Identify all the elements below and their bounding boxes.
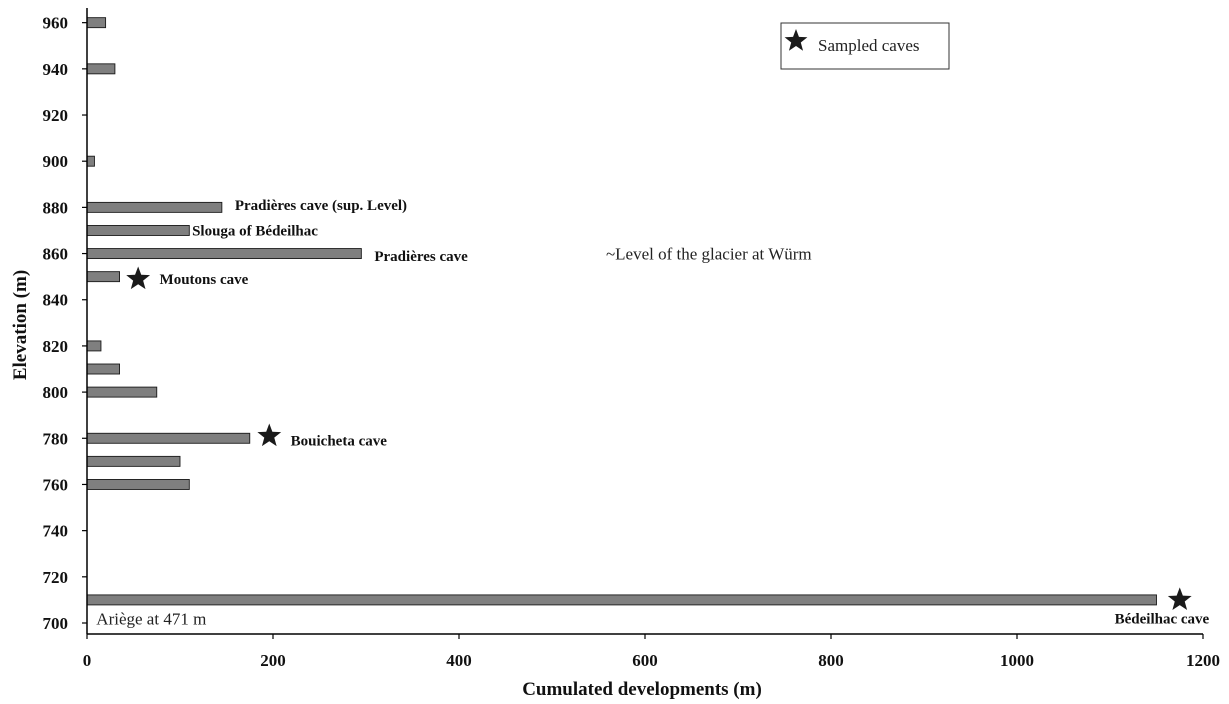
- y-tick-label: 960: [43, 14, 69, 33]
- x-tick-label: 200: [260, 651, 286, 670]
- bar: [86, 594, 1157, 606]
- legend-label: Sampled caves: [818, 36, 920, 55]
- bars: [86, 17, 1157, 606]
- x-tick-label: 400: [446, 651, 472, 670]
- y-tick-label: 820: [43, 337, 69, 356]
- cave-labels: Pradières cave (sup. Level) Slouga of Béd…: [160, 198, 1210, 627]
- y-tick-label: 720: [43, 568, 69, 587]
- legend-box: [780, 22, 950, 70]
- sampled-cave-star-icon: [257, 423, 282, 447]
- y-tick-label: 800: [43, 383, 69, 402]
- bar: [86, 386, 158, 398]
- bar: [86, 155, 95, 167]
- y-tick-label: 700: [43, 614, 69, 633]
- y-tick-label: 860: [43, 245, 69, 264]
- annotations: ~Level of the glacier at Würm Ariège at 4…: [96, 245, 811, 629]
- bar: [86, 455, 181, 467]
- cave-label: Pradières cave (sup. Level): [235, 198, 407, 214]
- x-tick-label: 1200: [1186, 651, 1220, 670]
- y-tick-label: 880: [43, 198, 69, 217]
- sampled-cave-star-icon: [1167, 587, 1192, 611]
- x-tick-label: 600: [632, 651, 658, 670]
- bar: [86, 340, 102, 352]
- annotation-text: ~Level of the glacier at Würm: [606, 245, 812, 264]
- legend-star-icon: [784, 29, 808, 51]
- y-axis-title: Elevation (m): [10, 270, 31, 380]
- cave-label: Moutons cave: [160, 272, 249, 288]
- cave-label: Bouicheta cave: [291, 434, 388, 450]
- annotation-text: Ariège at 471 m: [96, 609, 206, 628]
- cave-label: Pradières cave: [374, 249, 468, 265]
- cave-label: Bédeilhac cave: [1115, 611, 1210, 627]
- bar: [86, 248, 362, 260]
- bar: [86, 17, 107, 29]
- x-tick-label: 0: [83, 651, 92, 670]
- bar: [86, 63, 116, 75]
- y-tick-label: 780: [43, 429, 69, 448]
- x-axis-title: Cumulated developments (m): [522, 679, 762, 700]
- y-tick-label: 840: [43, 291, 69, 310]
- bar: [86, 479, 190, 490]
- bar: [86, 225, 190, 236]
- y-axis-ticks: 700 720 740 760 780 800 820 840 860 880 900 920 940 9…: [43, 14, 87, 633]
- y-tick-label: 940: [43, 60, 69, 79]
- y-tick-label: 900: [43, 152, 69, 171]
- y-tick-label: 740: [43, 522, 69, 541]
- sampled-cave-markers: [126, 266, 1192, 611]
- x-tick-label: 800: [818, 651, 844, 670]
- sampled-cave-star-icon: [126, 266, 151, 290]
- cave-label: Slouga of Bédeilhac: [192, 223, 318, 239]
- bar: [86, 271, 120, 283]
- bar: [86, 201, 223, 213]
- y-tick-label: 920: [43, 106, 69, 125]
- bar: [86, 363, 120, 375]
- x-tick-label: 1000: [1000, 651, 1034, 670]
- bar: [86, 432, 251, 444]
- legend: Sampled caves: [780, 22, 950, 70]
- x-axis-ticks: 0 200 400 600 800 1000 1200: [83, 634, 1220, 670]
- y-tick-label: 760: [43, 475, 69, 494]
